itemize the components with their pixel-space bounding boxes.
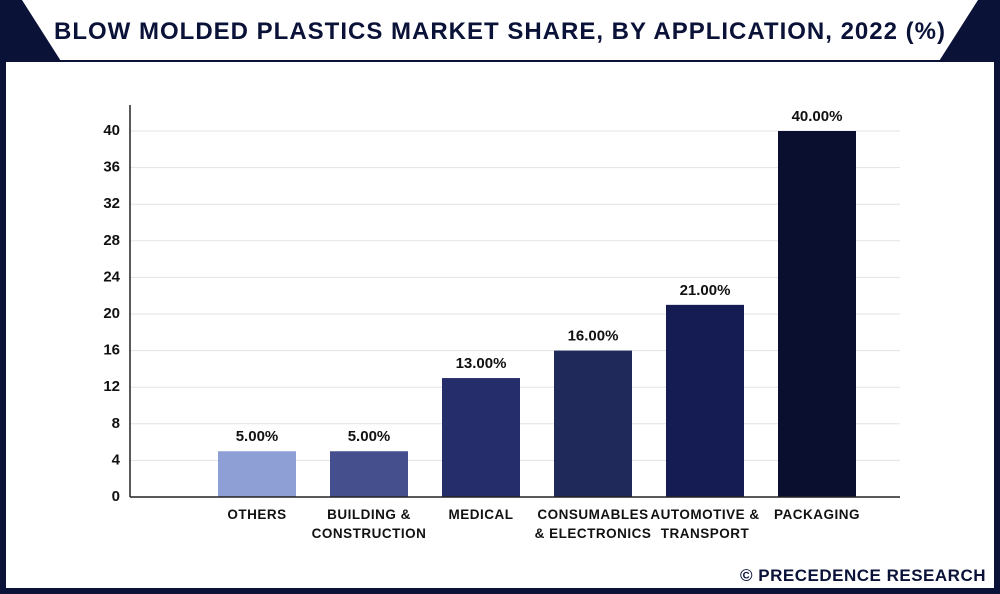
- bar: [666, 304, 744, 497]
- banner-bg: [22, 0, 978, 60]
- bar: [218, 451, 296, 497]
- credit: © PRECEDENCE RESEARCH: [740, 566, 986, 585]
- x-tick-label: BUILDING & CONSTRUCTION: [311, 507, 427, 541]
- y-tick-label: 28: [103, 232, 120, 249]
- data-label: 13.00%: [456, 355, 507, 372]
- y-tick-label: 40: [103, 122, 120, 139]
- data-label: 21.00%: [680, 282, 731, 299]
- x-tick-label: CONSUMABLES & ELECTRONICS: [534, 507, 652, 541]
- x-tick-label: AUTOMOTIVE & TRANSPORT: [650, 507, 760, 541]
- bar: [554, 350, 632, 497]
- y-tick-label: 24: [103, 268, 120, 285]
- y-tick-label: 12: [103, 378, 120, 395]
- chart-title: BLOW MOLDED PLASTICS MARKET SHARE, BY AP…: [54, 18, 946, 45]
- y-tick-label: 36: [103, 159, 120, 176]
- data-label: 5.00%: [236, 428, 279, 445]
- data-label: 40.00%: [792, 108, 843, 125]
- y-tick-label: 8: [112, 415, 120, 432]
- x-tick-label: PACKAGING: [773, 507, 860, 522]
- y-tick-label: 16: [103, 342, 120, 359]
- y-tick-label: 0: [112, 488, 120, 505]
- y-tick-label: 4: [112, 451, 121, 468]
- bar: [778, 131, 856, 497]
- bar: [442, 378, 520, 497]
- y-tick-label: 20: [103, 305, 120, 322]
- x-tick-label: MEDICAL: [448, 507, 514, 522]
- data-label: 5.00%: [348, 428, 391, 445]
- y-tick-label: 32: [103, 195, 120, 212]
- banner: [0, 0, 1000, 62]
- bar: [330, 451, 408, 497]
- x-tick-label: OTHERS: [227, 507, 287, 522]
- data-label: 16.00%: [568, 328, 619, 345]
